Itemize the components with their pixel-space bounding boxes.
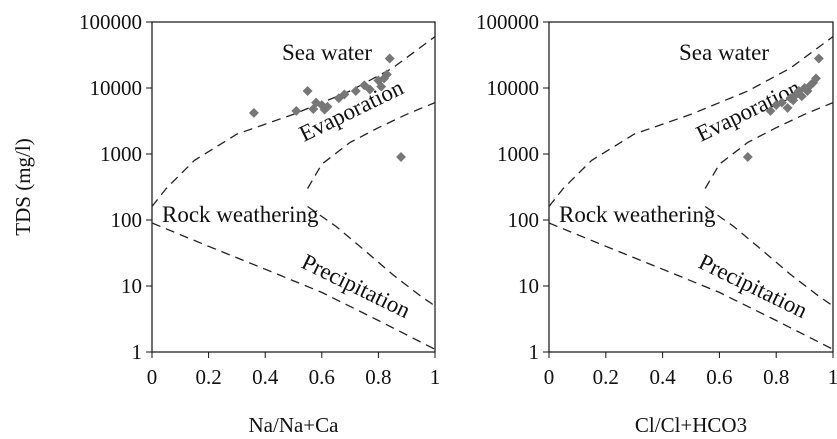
region-annotation: Sea water	[679, 40, 769, 65]
chart-panel-na-ratio: 1 10 100 1000 10000 100000 0 0.2 0.4 0.6 0.8 1 Na/Na…	[11, 10, 440, 437]
y-tick-label: 100	[508, 208, 540, 232]
data-point	[776, 97, 787, 108]
region-annotation: Sea water	[282, 40, 372, 65]
plot-frame	[548, 21, 834, 353]
y-tick-label: 1000	[497, 142, 539, 166]
boundary-curve	[704, 205, 834, 307]
data-point	[384, 53, 395, 64]
y-tick-label: 1	[132, 340, 143, 364]
x-tick-label: 0	[147, 365, 158, 389]
boundary-curve	[307, 101, 436, 189]
y-tick-label: 100000	[79, 10, 142, 34]
region-annotation: Precipitation	[298, 249, 415, 323]
y-tick-label: 100	[111, 208, 143, 232]
boundary-curve	[548, 222, 834, 350]
x-tick-label: 0.6	[309, 365, 335, 389]
data-point	[396, 152, 406, 162]
x-tick-label: 0.2	[593, 365, 619, 389]
y-tick-label: 100000	[476, 10, 539, 34]
x-tick-label: 0.6	[706, 365, 732, 389]
y-tick-label: 10	[121, 274, 142, 298]
y-tick-label: 10	[518, 274, 539, 298]
x-tick-label: 1	[828, 365, 837, 389]
x-tick-label: 0.4	[252, 365, 279, 389]
y-tick-label: 10000	[90, 76, 143, 100]
data-point	[796, 91, 807, 102]
x-tick-label: 1	[430, 365, 441, 389]
x-tick-label: 0.2	[195, 365, 221, 389]
data-point	[765, 105, 776, 116]
data-point	[813, 53, 824, 64]
y-tick-label: 1	[529, 340, 540, 364]
boundary-curve	[548, 36, 834, 207]
x-axis-label: Na/Na+Ca	[249, 413, 340, 437]
y-tick-label: 10000	[487, 76, 540, 100]
y-tick-label: 1000	[100, 142, 142, 166]
y-axis-label: TDS (mg/l)	[11, 138, 35, 235]
plot-frame	[151, 21, 436, 353]
region-annotation: Rock weathering	[162, 202, 319, 227]
x-axis-label: Cl/Cl+HCO3	[635, 413, 747, 437]
data-point	[742, 152, 753, 162]
region-annotation: Rock weathering	[559, 202, 716, 227]
data-point	[248, 107, 259, 118]
x-tick-label: 0.8	[763, 365, 789, 389]
data-point	[782, 102, 793, 113]
data-point	[811, 73, 821, 84]
region-annotation: Precipitation	[695, 249, 812, 323]
boundary-curve	[307, 205, 436, 307]
x-tick-label: 0	[544, 365, 555, 389]
boundary-curve	[151, 222, 436, 350]
x-tick-label: 0.4	[649, 365, 676, 389]
chart-panel-cl-ratio: 1 10 100 1000 10000 100000 0 0.2 0.4 0.6 0.8 1 Cl/Cl…	[476, 10, 837, 437]
x-tick-label: 0.8	[365, 365, 391, 389]
data-point	[302, 86, 313, 96]
boundary-curve	[704, 101, 834, 189]
